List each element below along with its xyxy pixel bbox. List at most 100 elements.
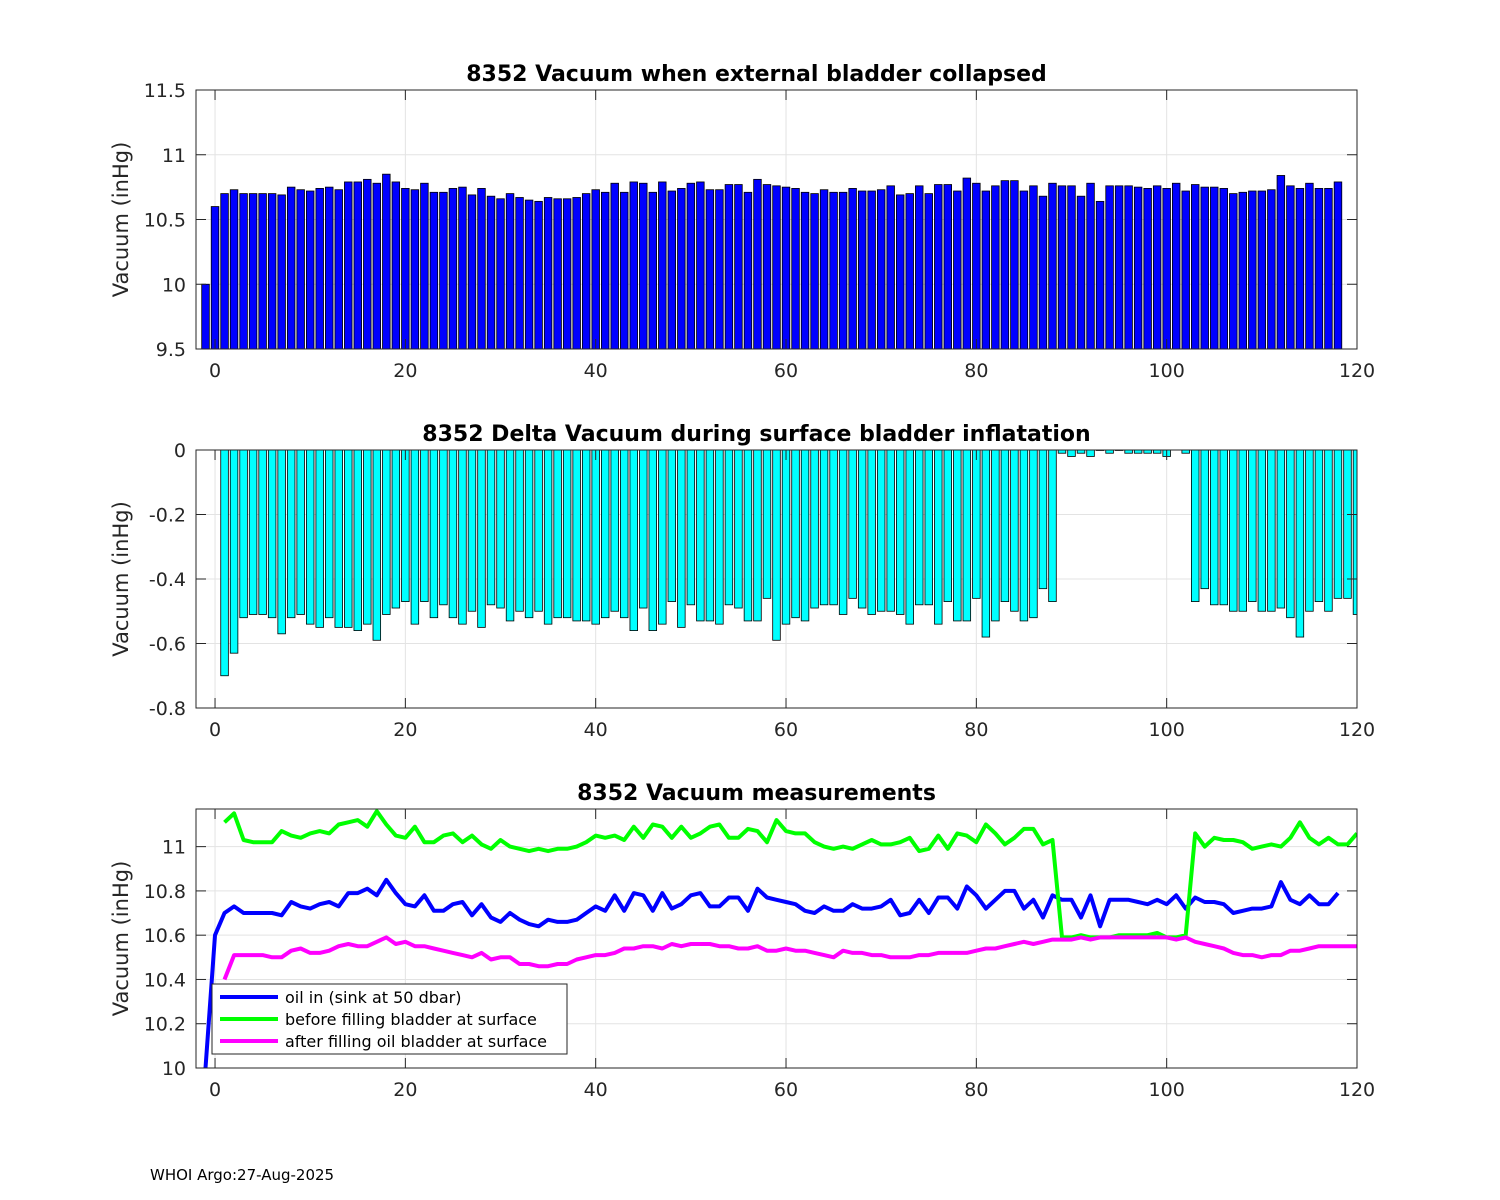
bar (991, 185, 1000, 349)
bar (934, 450, 943, 625)
y-tick-label: 11 (162, 145, 186, 167)
bar (648, 450, 657, 632)
y-tick-label: 10 (162, 274, 186, 296)
bar (639, 450, 648, 609)
bar (1343, 450, 1352, 599)
footer-text: WHOI Argo:27-Aug-2025 (150, 1166, 335, 1184)
x-tick-label: 80 (964, 1079, 988, 1101)
bar (467, 450, 477, 612)
series-line-1 (203, 877, 1340, 1068)
bar (724, 450, 734, 606)
x-tick-label: 40 (584, 1079, 608, 1101)
x-tick-label: 100 (1149, 360, 1185, 382)
chart-1: 0 20 40 60 80 100 120 9.5 10 10.5 11 11.5 8352 Vacuu… (109, 62, 1375, 382)
data-layer (220, 450, 1357, 677)
bar (1038, 195, 1048, 349)
bar (1219, 450, 1228, 606)
bar (1057, 185, 1067, 349)
data-layer (203, 809, 1357, 1068)
bar (1181, 450, 1190, 454)
bar (429, 191, 439, 349)
x-tick-label: 60 (774, 360, 798, 382)
bar (277, 194, 286, 349)
bar (743, 191, 753, 349)
bar (696, 450, 705, 622)
bar (1010, 450, 1019, 612)
bar (1000, 450, 1010, 602)
bar (515, 450, 524, 612)
bar (1267, 450, 1276, 612)
bar (220, 193, 229, 349)
y-tick-label: -0.2 (149, 505, 186, 527)
bar (1019, 450, 1029, 622)
bar (477, 188, 486, 349)
bar (524, 450, 534, 619)
bar (258, 450, 267, 615)
chart-3: 0 20 40 60 80 100 120 10 10.2 10.4 10.6 10.8 11 8352 … (109, 781, 1375, 1101)
bar (953, 190, 962, 349)
bar (562, 450, 572, 619)
bar (677, 188, 686, 349)
bar (448, 450, 458, 619)
bar (1029, 450, 1038, 619)
bar (1124, 185, 1133, 349)
bar (505, 450, 515, 622)
bar (1286, 185, 1295, 349)
bar (1229, 450, 1238, 612)
bar (486, 450, 496, 606)
bar (505, 193, 515, 349)
bar (1276, 450, 1286, 609)
bar (344, 181, 353, 349)
bar (677, 450, 686, 628)
bar (876, 189, 886, 349)
bar (972, 450, 981, 599)
bar (1305, 450, 1314, 612)
bar (429, 450, 439, 619)
x-tick-label: 20 (393, 360, 417, 382)
bar (810, 193, 819, 349)
bar (325, 450, 334, 619)
bar (1238, 450, 1248, 612)
y-tick-label: 0 (174, 440, 186, 462)
bar (620, 450, 629, 619)
bar (553, 198, 562, 349)
y-tick-label: 10 (162, 1058, 186, 1080)
legend-label-3: after filling oil bladder at surface (285, 1032, 547, 1051)
axes-box (195, 808, 1358, 1069)
bar (410, 450, 420, 625)
bar (848, 188, 857, 349)
bar (962, 177, 972, 349)
bar (239, 450, 248, 619)
bar (1324, 188, 1333, 349)
bar (305, 450, 315, 625)
bar (1333, 450, 1343, 599)
bar (410, 189, 420, 349)
bar (610, 450, 619, 612)
bar (458, 450, 467, 625)
bar (1114, 185, 1124, 349)
bar (972, 182, 981, 349)
x-tick-label: 120 (1339, 360, 1375, 382)
bar (1152, 185, 1162, 349)
y-tick-label: -0.6 (149, 634, 186, 656)
bar (458, 186, 467, 349)
bar (439, 191, 448, 349)
y-tick-label: 10.4 (144, 969, 186, 991)
bar (991, 450, 1000, 622)
bar (353, 181, 362, 349)
chart-title: 8352 Delta Vacuum during surface bladder… (422, 422, 1090, 447)
bar (1076, 195, 1086, 349)
bar (857, 190, 867, 349)
bar (867, 190, 876, 349)
bar (1143, 188, 1152, 349)
bar (439, 450, 448, 606)
bar (1162, 188, 1171, 349)
bar (239, 193, 248, 349)
bar (334, 450, 343, 628)
bar (1305, 182, 1314, 349)
bar (258, 193, 267, 349)
bar (1333, 181, 1343, 349)
series-line-3 (222, 935, 1357, 981)
bar (496, 450, 505, 609)
bar (943, 450, 953, 602)
